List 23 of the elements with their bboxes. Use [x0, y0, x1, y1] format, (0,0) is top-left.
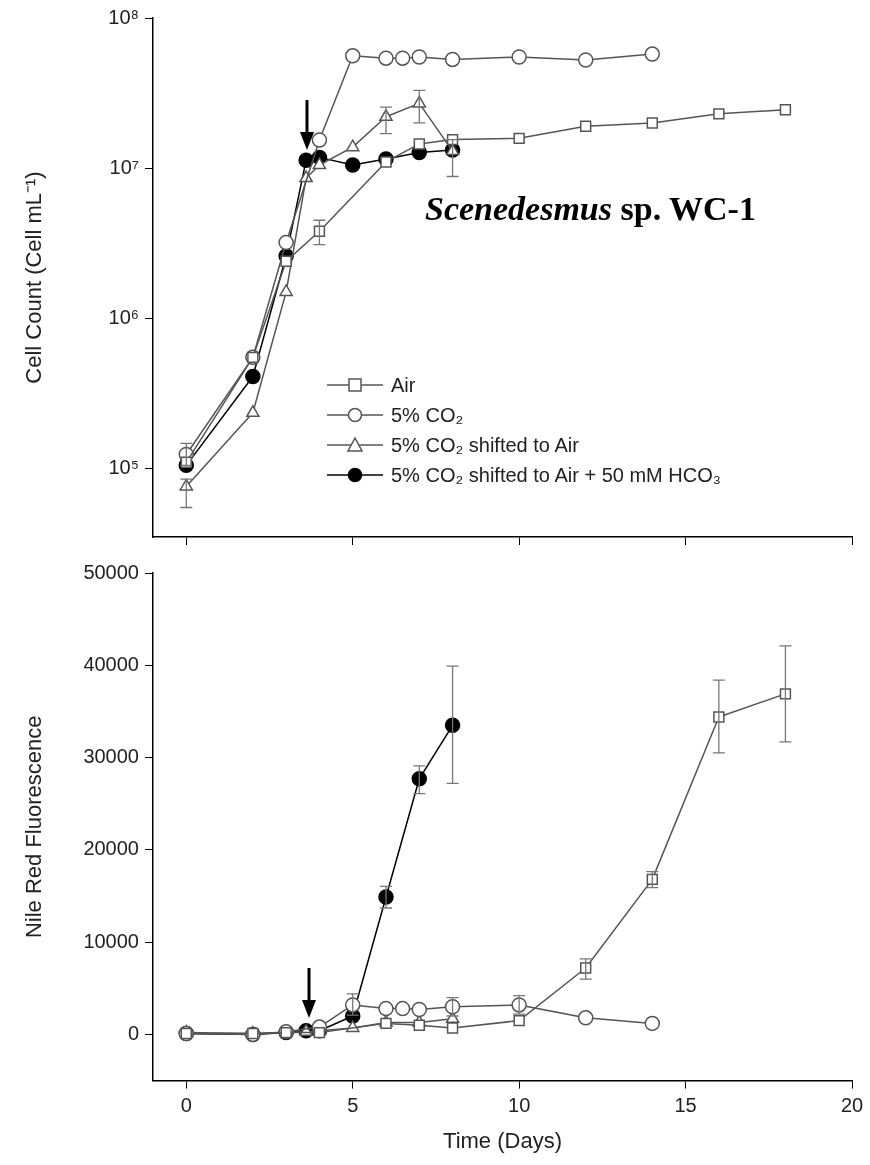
- y-axis-title: Nile Red Fluorescence: [21, 715, 47, 939]
- y-tick-label: 0: [127, 1021, 139, 1044]
- y-tick-label: 10⁸: [108, 5, 139, 28]
- x-tick-label: 0: [180, 1094, 192, 1117]
- y-tick-label: 50000: [83, 560, 139, 583]
- y-tick-label: 30000: [83, 745, 139, 768]
- text: Scenedesmus sp. WC-1: [425, 190, 756, 228]
- y-tick-label: 10⁵: [108, 456, 139, 479]
- legend-label: 5% CO₂: [391, 403, 464, 427]
- x-tick-label: 5: [347, 1094, 359, 1117]
- y-tick-label: 10⁷: [109, 155, 139, 178]
- x-tick-label: 15: [674, 1094, 697, 1117]
- y-tick-label: 40000: [83, 652, 139, 675]
- legend-label: 5% CO₂ shifted to Air: [391, 433, 579, 457]
- legend-label: 5% CO₂ shifted to Air + 50 mM HCO₃: [391, 463, 721, 487]
- y-tick-label: 10⁶: [108, 305, 139, 328]
- x-tick-label: 20: [840, 1094, 864, 1117]
- y-tick-label: 10000: [83, 929, 139, 952]
- x-axis-title: Time (Days): [443, 1127, 562, 1153]
- y-tick-label: 20000: [83, 837, 139, 860]
- legend-label: Air: [391, 373, 416, 397]
- y-axis-title: Cell Count (Cell mL⁻¹): [21, 171, 47, 384]
- x-tick-label: 10: [508, 1094, 531, 1117]
